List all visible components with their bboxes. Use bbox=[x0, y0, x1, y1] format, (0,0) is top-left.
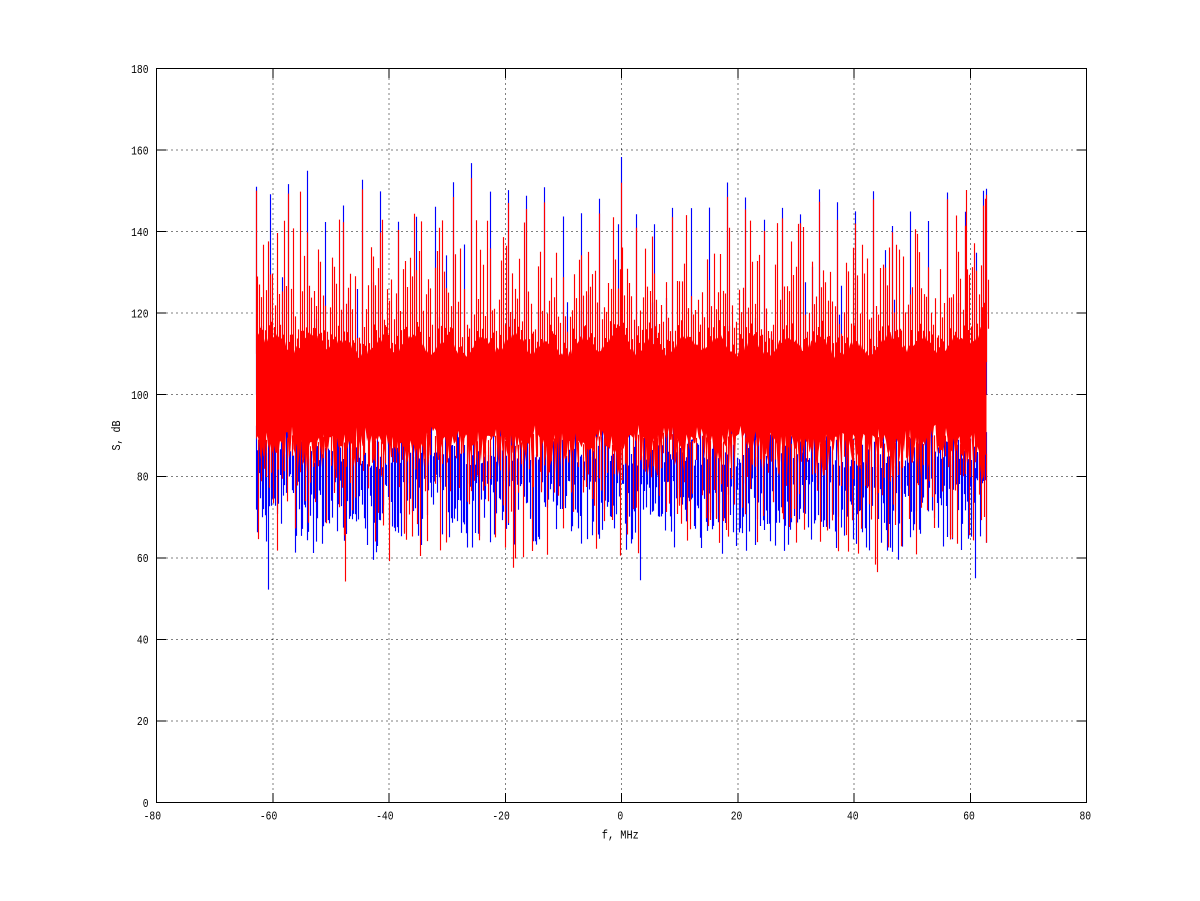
svg-text:40: 40 bbox=[137, 634, 149, 648]
svg-text:20: 20 bbox=[731, 810, 743, 824]
svg-text:20: 20 bbox=[137, 715, 149, 729]
svg-text:80: 80 bbox=[137, 471, 149, 485]
svg-text:140: 140 bbox=[131, 226, 148, 240]
svg-text:S, dB: S, dB bbox=[110, 421, 124, 451]
svg-text:0: 0 bbox=[617, 810, 623, 824]
svg-text:160: 160 bbox=[131, 144, 148, 158]
svg-text:0: 0 bbox=[143, 797, 149, 811]
svg-text:60: 60 bbox=[963, 810, 975, 824]
svg-text:40: 40 bbox=[847, 810, 859, 824]
svg-text:80: 80 bbox=[1080, 810, 1092, 824]
svg-text:-80: -80 bbox=[144, 810, 161, 824]
svg-text:60: 60 bbox=[137, 552, 149, 566]
svg-text:-60: -60 bbox=[260, 810, 277, 824]
svg-text:100: 100 bbox=[131, 389, 148, 403]
svg-text:120: 120 bbox=[131, 307, 148, 321]
svg-text:-40: -40 bbox=[376, 810, 393, 824]
svg-text:f, MHz: f, MHz bbox=[602, 829, 639, 843]
svg-text:-20: -20 bbox=[492, 810, 509, 824]
svg-text:180: 180 bbox=[131, 63, 148, 77]
